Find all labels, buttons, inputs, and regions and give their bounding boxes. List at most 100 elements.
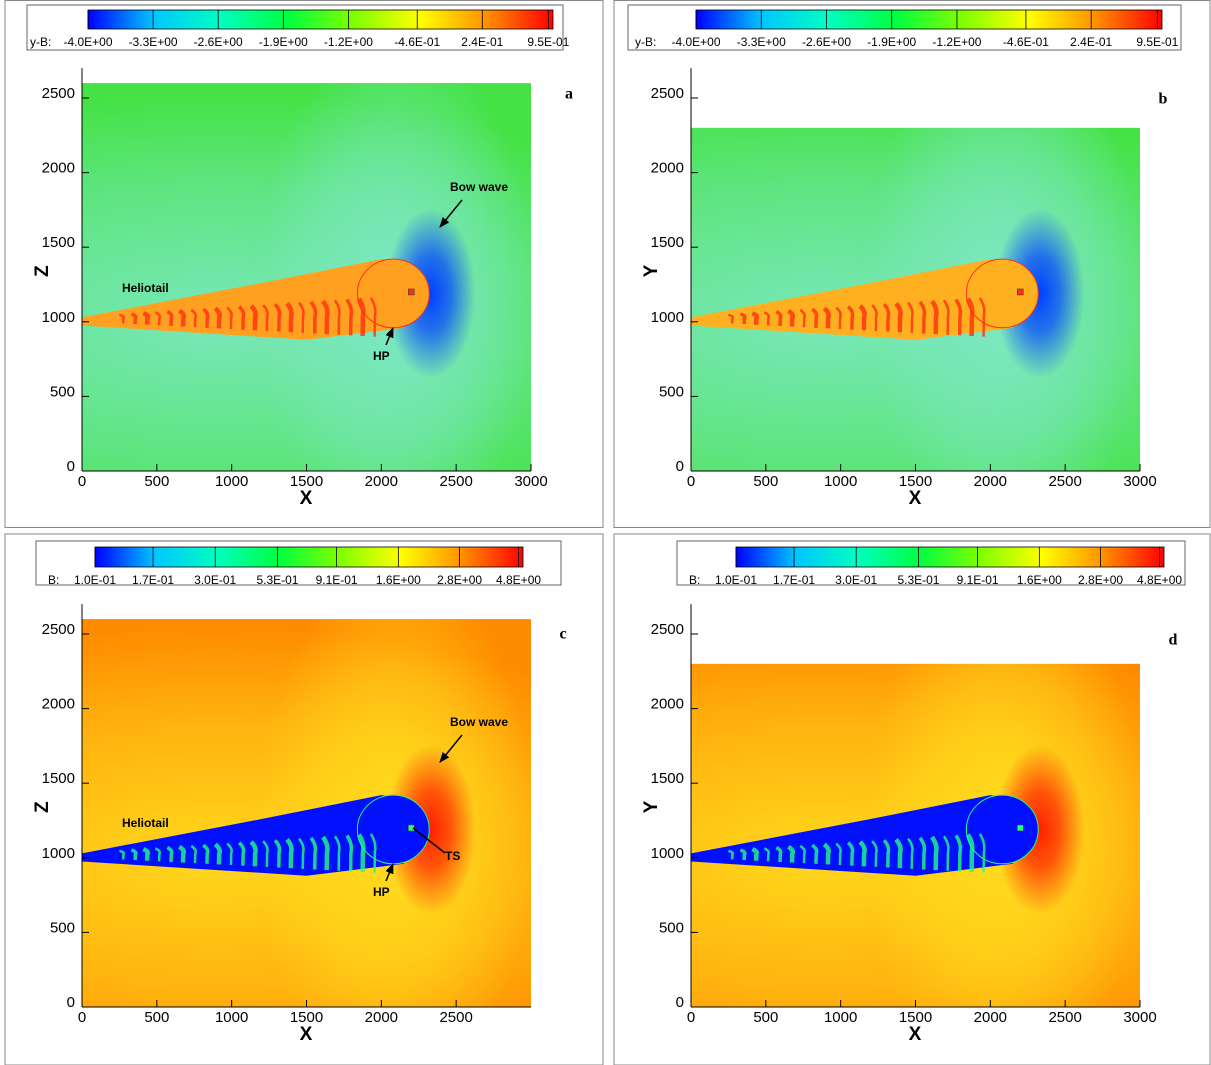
tail-streak [846,841,855,866]
panel-frame [4,0,604,528]
x-tick-label: 3000 [514,473,547,490]
x-tick-label: 2000 [974,473,1007,490]
tail-streak [835,842,842,866]
x-axis-title: X [300,1024,313,1045]
tail-streak [356,833,366,873]
tail-streak [202,307,210,328]
tail-streak [166,310,174,327]
y-tick-label: 0 [676,458,684,475]
tail-streak [190,308,197,328]
field-structure [82,619,531,1008]
x-tick-label: 0 [687,473,695,490]
tail-streak [751,847,760,861]
tail-streak [119,313,126,324]
tail-streak [166,846,174,863]
tail-streak [190,844,197,864]
colorbar-title: y-B: [30,35,51,49]
tail-streak [799,308,806,328]
x-tick-label: 500 [144,473,169,490]
x-tick-label: 2500 [439,473,472,490]
x-axis-title: X [909,488,922,509]
bow-core [385,208,476,379]
tail-streak [333,835,341,871]
tail-streak [965,297,975,337]
tail-streak [285,838,294,869]
x-axis-title: X [300,488,313,509]
annotation: HP [373,349,390,363]
tail-streak [846,305,855,330]
tail-streak [237,841,246,866]
y-tick-label: 2000 [42,160,75,177]
panel-frame [613,533,1211,1065]
y-tick-label: 2500 [42,621,75,638]
tail-streak [356,297,366,337]
y-tick-label: 500 [50,919,75,936]
termination-center [1017,824,1024,832]
tail-streak [763,311,771,326]
annotation: Bow wave [450,715,508,729]
colorbar-tick-label: 9.5E-01 [527,35,569,49]
heliotail [691,795,1013,876]
tail-streak [954,834,963,872]
colorbar-tick-label: -4.6E-01 [394,35,440,49]
y-tick-label: 1500 [651,234,684,251]
tail-streak [978,833,986,873]
field-structure [82,83,531,472]
colorbar-tick-label: -1.9E+00 [867,35,916,49]
x-tick-label: 2000 [365,473,398,490]
colorbar-title: y-B: [635,35,656,49]
x-tick-label: 0 [78,473,86,490]
termination-center [408,288,415,296]
tail-streak [728,313,735,324]
colorbar-tick-label: 4.8E+00 [496,573,541,587]
tail-streak [202,843,210,864]
colorbar-tick-label: -1.2E+00 [324,35,373,49]
x-tick-label: 500 [753,1009,778,1026]
tail-streak [345,834,354,872]
tail-streak [775,846,783,863]
annotation-arrow [439,734,463,763]
tail-streak [907,837,914,869]
tail-streak [369,297,377,337]
tail-streak [142,847,151,861]
annotation: HP [373,885,390,899]
y-tick-label: 1500 [42,770,75,787]
colorbar-tick-label: -1.9E+00 [259,35,308,49]
field-structure [691,127,1140,471]
bow-core [994,744,1085,915]
tail-streak [739,312,747,325]
tail-streak [858,304,867,331]
tail-streak [345,298,354,336]
x-tick-label: 1500 [899,1009,932,1026]
tail-streak [822,306,831,329]
tail-streak [858,840,867,867]
colorbar-tick-label: 2.8E+00 [1078,573,1123,587]
x-tick-label: 2000 [365,1009,398,1026]
colorbar-tick-label: 1.6E+00 [1017,573,1062,587]
tail-streak [835,306,842,330]
tail-streak [142,311,151,325]
x-tick-label: 1000 [824,473,857,490]
tail-streak [871,304,878,331]
colorbar-tick-label: 1.7E-01 [773,573,815,587]
y-tick-label: 500 [50,383,75,400]
y-tick-label: 0 [67,458,75,475]
annotation: Heliotail [122,816,169,830]
x-tick-label: 3000 [1123,1009,1156,1026]
heliosphere [965,258,1039,329]
colorbar-tick-label: 9.5E-01 [1136,35,1178,49]
colorbar-tick-label: -2.6E+00 [194,35,243,49]
colorbar-title: B: [48,573,59,587]
annotation-arrow [439,199,463,228]
colorbar-tick-label: -3.3E+00 [737,35,786,49]
panel-label: c [559,626,566,643]
tail-streak [262,304,269,331]
colorbar [735,546,1165,568]
annotation: TS [445,849,460,863]
tail-streak [273,839,282,868]
y-tick-label: 2000 [651,696,684,713]
y-tick-label: 0 [676,994,684,1011]
tail-streak [811,843,819,864]
colorbar-tick-label: -2.6E+00 [802,35,851,49]
